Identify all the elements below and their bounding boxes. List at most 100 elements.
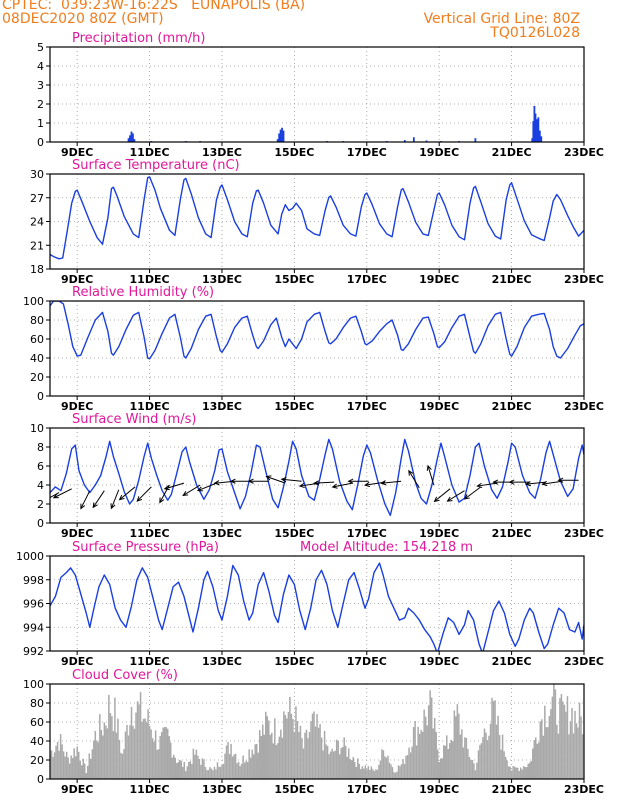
cloud-bar bbox=[443, 745, 445, 779]
wind-arrow-head bbox=[110, 503, 116, 510]
wind-arrow bbox=[313, 480, 335, 486]
cloud-bar bbox=[240, 763, 243, 779]
cloud-bar bbox=[246, 762, 249, 779]
cloud-bar bbox=[105, 725, 107, 779]
cloud-bar bbox=[364, 765, 367, 779]
cloud-bar bbox=[482, 737, 484, 779]
cloud-bar bbox=[225, 745, 228, 779]
cloud-bar bbox=[186, 766, 189, 779]
cloud-bar bbox=[441, 758, 444, 779]
cloud-bar bbox=[281, 737, 284, 779]
cloud-bar bbox=[145, 722, 148, 779]
cloud-bar bbox=[124, 731, 127, 779]
cloud-bar bbox=[261, 724, 264, 779]
cloud-bar bbox=[424, 716, 427, 779]
cloud-bar bbox=[275, 745, 278, 779]
x-tick-label: 19DEC bbox=[419, 146, 459, 159]
panel-pressure: 992 994 996 998 1000 9DEC 11DEC 13DEC 15DEC 17DEC… bbox=[16, 540, 604, 668]
cloud-bar bbox=[80, 765, 83, 779]
cloud-bar bbox=[136, 701, 139, 779]
panel-wind: 0 2 4 6 8 10 9DEC 11DEC 13DEC 15DEC 17DEC 19DEC 21DE… bbox=[30, 412, 604, 540]
cloud-bar bbox=[299, 725, 302, 779]
plot-area bbox=[50, 176, 584, 260]
cloud-bar bbox=[258, 730, 261, 779]
x-tick-label: 11DEC bbox=[130, 146, 170, 159]
cloud-bar bbox=[525, 767, 528, 779]
cloud-bar bbox=[109, 713, 112, 779]
x-tick-label: 23DEC bbox=[564, 783, 604, 796]
panel-frame bbox=[49, 555, 585, 652]
x-tick-label: 9DEC bbox=[61, 655, 93, 668]
cloud-bar bbox=[432, 728, 434, 779]
cloud-bar bbox=[415, 745, 418, 779]
cloud-bar bbox=[198, 759, 201, 779]
cloud-bar bbox=[393, 772, 395, 779]
cloud-bar bbox=[272, 743, 275, 779]
y-tick-label: 4 bbox=[37, 60, 44, 73]
cloud-bar bbox=[215, 769, 217, 779]
cloud-bar bbox=[182, 766, 184, 779]
y-tick-label: 5 bbox=[37, 41, 44, 54]
cloud-bar bbox=[203, 759, 205, 779]
wind-arrow-head bbox=[541, 480, 548, 487]
cloud-bar bbox=[156, 749, 158, 779]
series-line bbox=[50, 438, 584, 517]
cloud-bar bbox=[284, 715, 287, 779]
cloud-bar bbox=[177, 762, 180, 779]
cloud-bar bbox=[70, 755, 72, 779]
cloud-bar bbox=[346, 756, 348, 779]
y-tick-label: 992 bbox=[23, 645, 44, 658]
cloud-bar bbox=[212, 770, 214, 779]
cloud-bar bbox=[252, 754, 255, 779]
cloud-bar bbox=[308, 732, 311, 779]
cloud-bar bbox=[171, 757, 173, 779]
cloud-bar bbox=[426, 725, 428, 779]
cloud-bar bbox=[52, 756, 54, 779]
cloud-bar bbox=[219, 766, 222, 779]
precip-bar bbox=[130, 131, 133, 142]
cloud-bar bbox=[497, 715, 499, 779]
wind-arrow-shaft bbox=[526, 481, 547, 485]
wind-arrow bbox=[110, 489, 120, 510]
cloud-bar bbox=[563, 704, 566, 779]
wind-arrow bbox=[52, 488, 72, 499]
cloud-bar bbox=[117, 718, 119, 779]
wind-arrow-shaft bbox=[182, 484, 201, 496]
cloud-bar bbox=[572, 733, 575, 779]
y-tick-label: 998 bbox=[23, 574, 44, 587]
cloud-bar bbox=[314, 726, 317, 779]
cloud-bar bbox=[397, 765, 400, 779]
panel-frame bbox=[49, 173, 585, 270]
wind-arrow bbox=[347, 478, 369, 484]
cloud-bar bbox=[381, 749, 383, 779]
precip-bar bbox=[403, 140, 406, 142]
y-tick-label: 20 bbox=[30, 371, 44, 384]
cloud-bar bbox=[133, 728, 136, 779]
cloud-bar bbox=[379, 760, 382, 779]
x-tick-label: 21DEC bbox=[492, 783, 532, 796]
x-tick-label: 15DEC bbox=[274, 273, 314, 286]
cloud-bar bbox=[467, 748, 469, 779]
cloud-bar bbox=[494, 700, 496, 779]
x-tick-label: 23DEC bbox=[564, 400, 604, 413]
cloud-bar bbox=[510, 770, 513, 779]
plot-area bbox=[50, 562, 584, 651]
series-line bbox=[50, 176, 584, 260]
cloud-bar bbox=[88, 753, 91, 779]
wind-arrow-shaft bbox=[332, 482, 353, 488]
cloud-bar bbox=[509, 766, 511, 779]
cloud-bar bbox=[55, 745, 57, 779]
y-tick-label: 2 bbox=[37, 498, 44, 511]
cloud-bar bbox=[420, 729, 422, 779]
wind-arrow-head bbox=[265, 475, 272, 481]
cloud-bar bbox=[516, 767, 519, 779]
cloud-bar bbox=[569, 721, 572, 779]
cloud-bar bbox=[498, 735, 501, 779]
cloud-bar bbox=[231, 756, 234, 779]
cloud-bar bbox=[290, 713, 293, 779]
cloud-bar bbox=[462, 747, 465, 779]
cloud-bar bbox=[115, 732, 118, 779]
cloud-bar bbox=[513, 766, 516, 779]
cloud-bar bbox=[228, 754, 231, 779]
cloud-bar bbox=[162, 727, 164, 779]
